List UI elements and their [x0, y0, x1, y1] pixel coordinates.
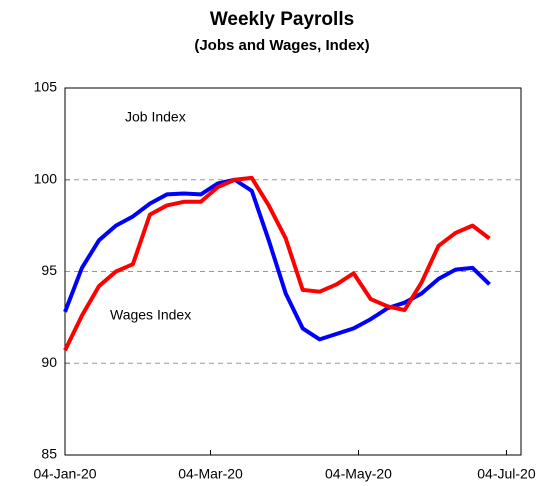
y-tick-label: 85 — [41, 446, 57, 462]
series-line — [63, 177, 491, 342]
x-tick-label: 04-Mar-20 — [178, 466, 243, 482]
y-tick-label: 105 — [34, 79, 58, 95]
series-label: Job Index — [125, 109, 186, 125]
y-tick-label: 100 — [34, 170, 58, 186]
chart-subtitle: (Jobs and Wages, Index) — [194, 37, 369, 54]
x-tick-label: 04-Jul-20 — [477, 466, 536, 482]
x-tick-label: 04-May-20 — [325, 466, 392, 482]
x-tick-label: 04-Jan-20 — [33, 466, 96, 482]
y-tick-label: 90 — [41, 354, 57, 370]
series-line — [63, 175, 491, 352]
chart-title: Weekly Payrolls — [210, 9, 354, 30]
plot-border — [64, 87, 522, 456]
y-tick-label: 95 — [41, 262, 57, 278]
series-label: Wages Index — [110, 307, 191, 323]
